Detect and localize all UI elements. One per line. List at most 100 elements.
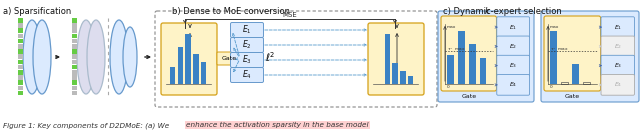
Bar xyxy=(193,54,198,84)
Bar xyxy=(17,60,22,64)
FancyBboxPatch shape xyxy=(438,11,534,102)
Text: $E_2$: $E_2$ xyxy=(509,42,517,51)
FancyBboxPatch shape xyxy=(497,75,529,95)
Text: c) Dynamic-: c) Dynamic- xyxy=(443,7,493,16)
Text: $E_4$: $E_4$ xyxy=(509,80,517,89)
Bar xyxy=(561,82,568,84)
Bar xyxy=(385,34,390,84)
Ellipse shape xyxy=(123,27,137,87)
FancyBboxPatch shape xyxy=(497,55,529,76)
FancyBboxPatch shape xyxy=(601,55,634,76)
Ellipse shape xyxy=(87,20,105,94)
FancyBboxPatch shape xyxy=(601,75,634,95)
Text: $E_2$: $E_2$ xyxy=(614,42,622,51)
Bar xyxy=(72,54,77,59)
Bar xyxy=(17,39,22,43)
FancyBboxPatch shape xyxy=(497,17,529,37)
Bar xyxy=(17,49,22,54)
Bar xyxy=(17,70,22,75)
Bar xyxy=(17,80,22,85)
Bar xyxy=(72,75,77,80)
FancyBboxPatch shape xyxy=(230,67,264,83)
Text: 0: 0 xyxy=(447,85,450,89)
Text: Figure 1: Key components of D2DMoE: (a) We: Figure 1: Key components of D2DMoE: (a) … xyxy=(3,122,172,129)
Bar xyxy=(447,55,454,84)
Bar xyxy=(17,75,22,80)
Ellipse shape xyxy=(77,20,95,94)
Text: expert selection: expert selection xyxy=(491,7,562,16)
Text: $\ell^2$: $\ell^2$ xyxy=(265,50,275,64)
Bar xyxy=(458,31,465,84)
Bar xyxy=(72,18,77,23)
Bar xyxy=(392,63,397,84)
Bar xyxy=(201,61,206,84)
Bar xyxy=(17,65,22,69)
Bar xyxy=(17,23,22,28)
FancyBboxPatch shape xyxy=(161,23,217,95)
Text: $E_3$: $E_3$ xyxy=(614,61,622,70)
Text: k: k xyxy=(485,7,490,16)
Bar xyxy=(17,28,22,33)
Ellipse shape xyxy=(33,20,51,94)
Text: $\tau \cdot$ max: $\tau \cdot$ max xyxy=(550,46,568,52)
Text: enhance the activation sparsity in the base model: enhance the activation sparsity in the b… xyxy=(186,122,369,128)
Bar xyxy=(72,28,77,33)
Bar xyxy=(479,58,486,84)
Bar xyxy=(17,86,22,90)
FancyBboxPatch shape xyxy=(441,16,497,91)
Text: Gate: Gate xyxy=(461,94,476,99)
Text: $E_3$: $E_3$ xyxy=(509,61,517,70)
Text: MSE: MSE xyxy=(283,12,298,18)
FancyBboxPatch shape xyxy=(217,52,241,65)
Bar xyxy=(72,39,77,43)
Bar xyxy=(72,70,77,75)
Text: $E_2$: $E_2$ xyxy=(242,39,252,51)
Bar xyxy=(17,44,22,49)
Bar xyxy=(550,31,557,84)
Bar xyxy=(72,44,77,49)
Ellipse shape xyxy=(110,20,128,94)
Text: Gate: Gate xyxy=(221,56,237,61)
Bar xyxy=(572,64,579,84)
Text: $E_4$: $E_4$ xyxy=(614,80,622,89)
Bar xyxy=(177,47,183,84)
FancyBboxPatch shape xyxy=(368,23,424,95)
Text: max: max xyxy=(550,25,559,29)
FancyBboxPatch shape xyxy=(230,23,264,37)
FancyBboxPatch shape xyxy=(541,11,639,102)
Bar xyxy=(17,18,22,23)
Bar xyxy=(72,80,77,85)
Bar xyxy=(584,82,591,84)
Bar xyxy=(17,54,22,59)
Text: $E_3$: $E_3$ xyxy=(242,54,252,66)
FancyBboxPatch shape xyxy=(601,17,634,37)
Bar xyxy=(468,44,476,84)
Bar xyxy=(72,49,77,54)
Text: max: max xyxy=(447,25,456,29)
Bar xyxy=(17,34,22,38)
FancyBboxPatch shape xyxy=(601,36,634,57)
Text: 0: 0 xyxy=(550,85,553,89)
FancyBboxPatch shape xyxy=(230,53,264,67)
Bar xyxy=(72,86,77,90)
Text: $E_1$: $E_1$ xyxy=(509,23,517,32)
Bar xyxy=(72,23,77,28)
Ellipse shape xyxy=(23,20,41,94)
FancyBboxPatch shape xyxy=(230,37,264,53)
Bar xyxy=(17,91,22,95)
Text: a) Sparsification: a) Sparsification xyxy=(3,7,71,16)
Text: $E_1$: $E_1$ xyxy=(614,23,622,32)
Bar xyxy=(72,65,77,69)
Bar xyxy=(72,60,77,64)
FancyBboxPatch shape xyxy=(497,36,529,57)
Text: $E_1$: $E_1$ xyxy=(242,24,252,36)
Bar xyxy=(72,91,77,95)
Text: $\tau \cdot$ max: $\tau \cdot$ max xyxy=(447,46,465,52)
Bar xyxy=(72,34,77,38)
Text: $E_4$: $E_4$ xyxy=(242,69,252,81)
Text: b) Dense to MoE conversion: b) Dense to MoE conversion xyxy=(172,7,290,16)
Text: Gate: Gate xyxy=(564,94,580,99)
Bar xyxy=(400,71,406,84)
Bar xyxy=(408,76,413,84)
FancyBboxPatch shape xyxy=(544,16,600,91)
